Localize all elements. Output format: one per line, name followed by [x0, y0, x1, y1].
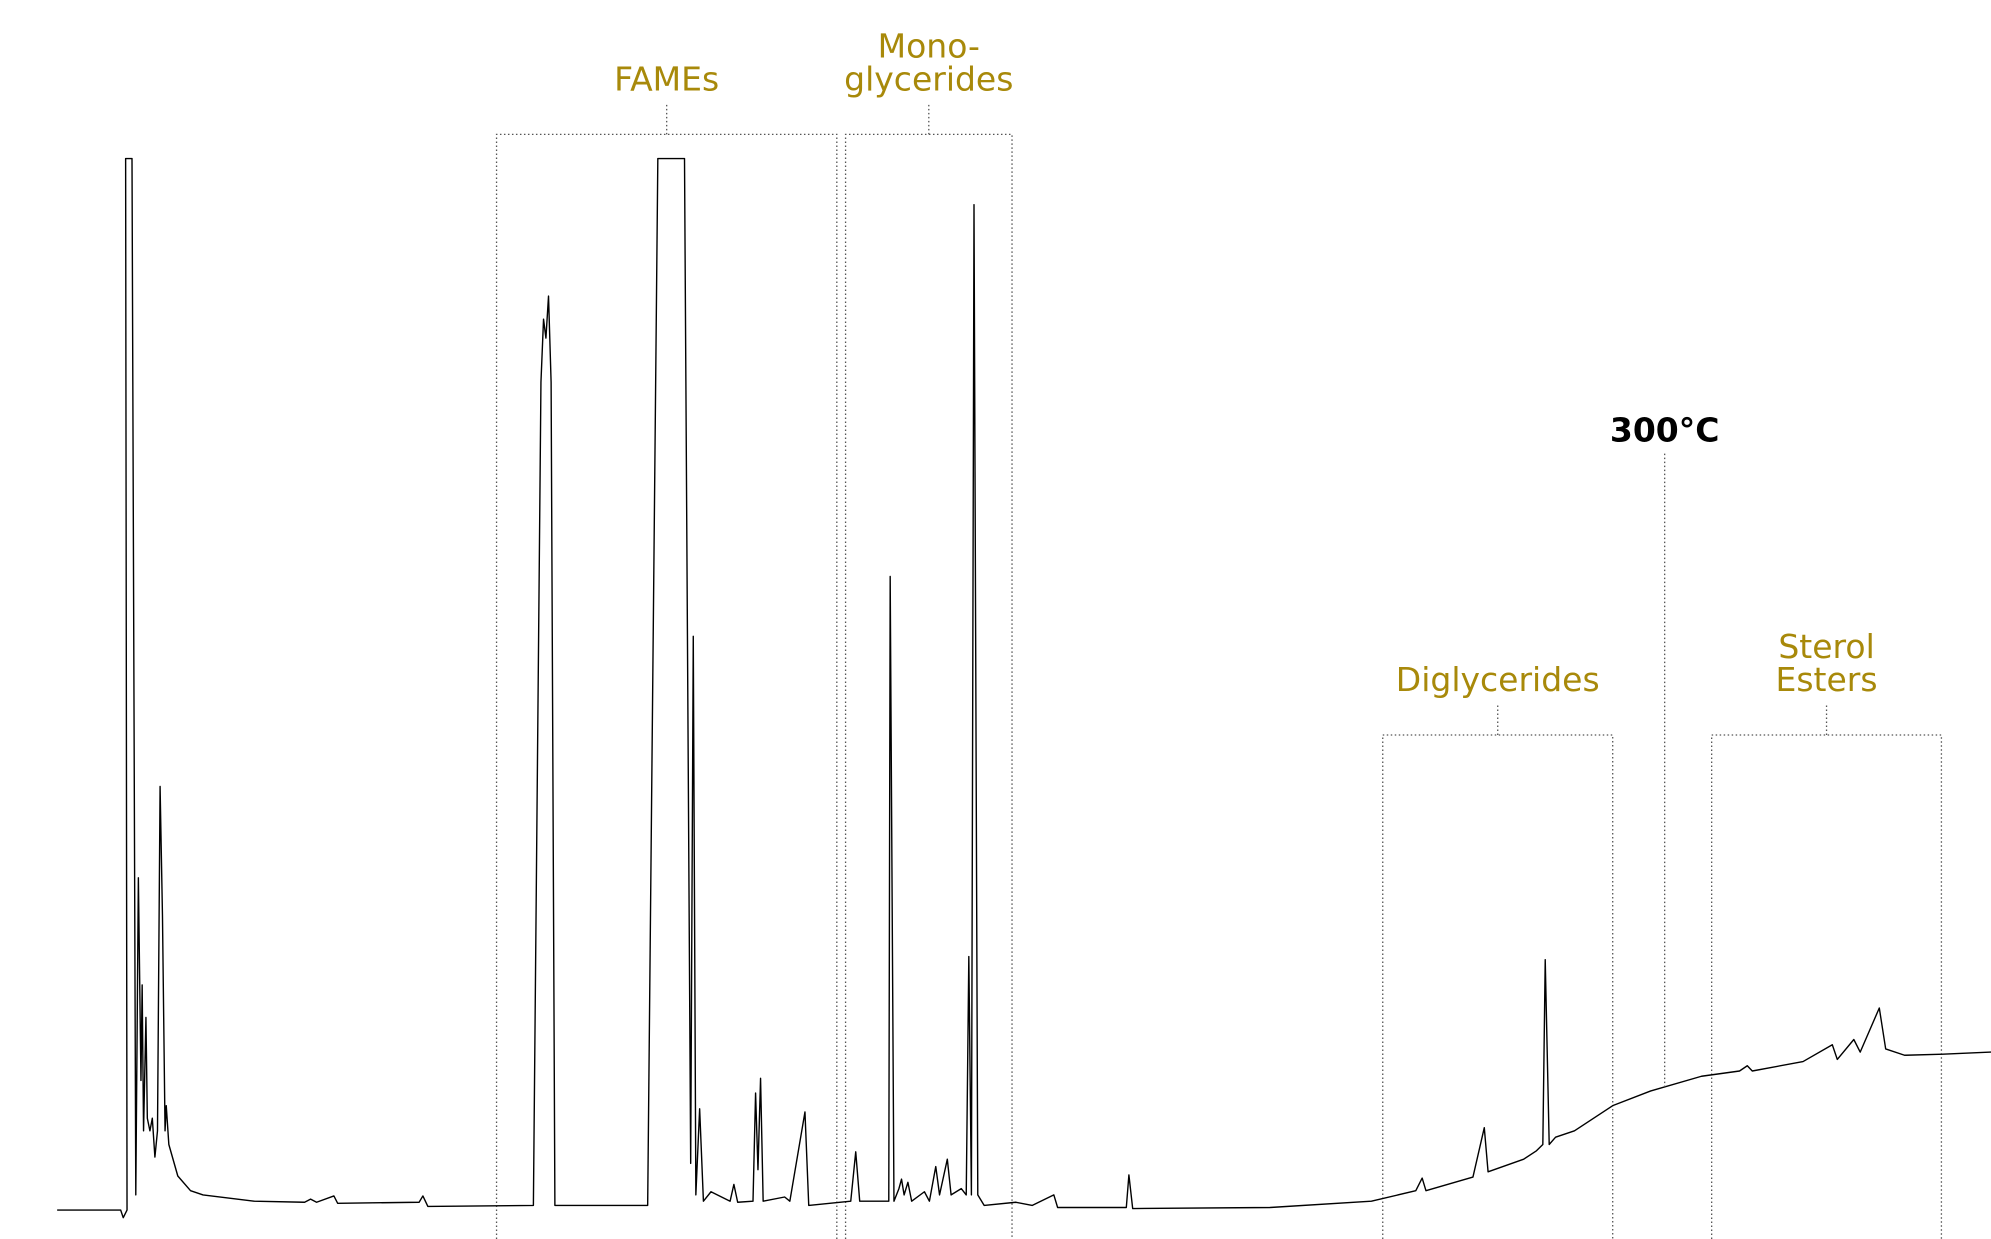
region-box — [844, 133, 1013, 1239]
region-box — [495, 133, 838, 1239]
trace-line — [57, 157, 1991, 1219]
region-label: FAMEs — [614, 59, 719, 98]
region-label: Diglycerides — [1396, 660, 1600, 699]
marker-label: 300°C — [1610, 411, 1720, 450]
region-label: Sterol — [1778, 627, 1874, 666]
region-label: Mono- — [878, 26, 980, 65]
region-label: glycerides — [844, 59, 1013, 98]
region-box — [1382, 734, 1614, 1239]
region-label: Esters — [1776, 660, 1878, 699]
region-box — [1711, 734, 1943, 1239]
